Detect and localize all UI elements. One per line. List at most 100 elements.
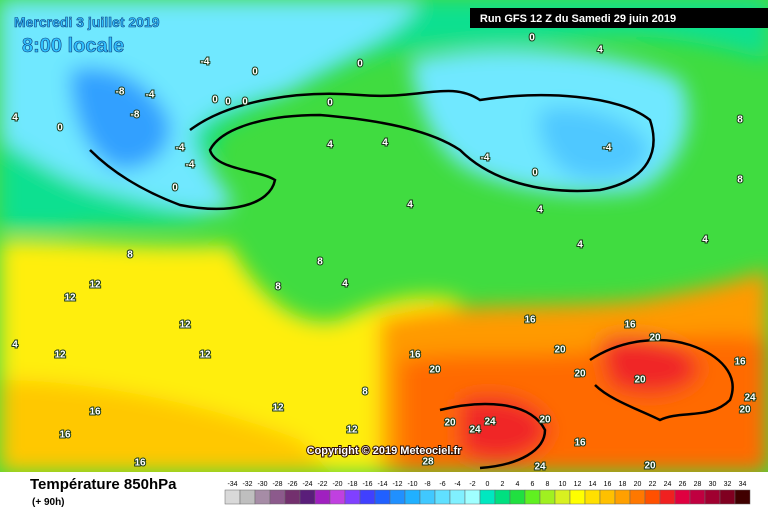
contour-label: 24 bbox=[744, 393, 756, 404]
contour-label: -4 bbox=[176, 143, 185, 154]
scale-swatch bbox=[569, 489, 586, 505]
scale-swatch bbox=[614, 489, 631, 505]
contour-label: 12 bbox=[179, 320, 191, 331]
footer-title: Température 850hPa bbox=[30, 476, 177, 493]
scale-label: 0 bbox=[486, 481, 490, 488]
scale-label: -34 bbox=[227, 481, 237, 488]
twenty-isotherm-south bbox=[439, 402, 547, 470]
scale-swatch bbox=[239, 489, 256, 505]
footer-lead: (+ 90h) bbox=[32, 497, 65, 508]
run-banner bbox=[470, 8, 768, 28]
scale-swatch bbox=[269, 489, 286, 505]
contour-label: 8 bbox=[317, 257, 323, 268]
contour-label: 16 bbox=[409, 350, 421, 361]
contour-label: 8 bbox=[737, 175, 743, 186]
scale-swatch bbox=[284, 489, 301, 505]
field-warmer bbox=[0, 380, 330, 472]
scale-label: 28 bbox=[694, 481, 702, 488]
scale-label: -24 bbox=[302, 481, 312, 488]
contour-label: 4 bbox=[342, 279, 348, 290]
scale-swatch bbox=[599, 489, 616, 505]
scale-swatch bbox=[314, 489, 331, 505]
contour-label: 4 bbox=[12, 113, 18, 124]
contour-label: 20 bbox=[539, 415, 551, 426]
scale-label: -22 bbox=[317, 481, 327, 488]
scale-swatch bbox=[689, 489, 706, 505]
scale-label: 26 bbox=[679, 481, 687, 488]
scale-label: 22 bbox=[649, 481, 657, 488]
scale-label: -12 bbox=[392, 481, 402, 488]
scale-label: -32 bbox=[242, 481, 252, 488]
contour-label: 4 bbox=[382, 138, 388, 149]
contour-label: 20 bbox=[739, 405, 751, 416]
contour-label: 0 bbox=[357, 59, 363, 70]
contour-label: 28 bbox=[422, 457, 434, 468]
scale-swatch bbox=[464, 489, 481, 505]
scale-label: -30 bbox=[257, 481, 267, 488]
contour-label: 8 bbox=[127, 250, 133, 261]
contour-label: 20 bbox=[429, 365, 441, 376]
contour-label: -4 bbox=[481, 153, 490, 164]
contour-label: 16 bbox=[59, 430, 71, 441]
contour-label: 20 bbox=[644, 461, 656, 472]
contour-label: 8 bbox=[737, 115, 743, 126]
valid-date: Mercredi 3 juillet 2019 bbox=[14, 14, 160, 30]
contour-label: 4 bbox=[702, 235, 708, 246]
scale-swatch bbox=[359, 489, 376, 505]
scale-label: 6 bbox=[531, 481, 535, 488]
contour-label: 4 bbox=[407, 200, 413, 211]
copyright: Copyright © 2019 Meteociel.fr bbox=[307, 445, 463, 457]
contour-label: 4 bbox=[577, 240, 583, 251]
contour-label: 16 bbox=[89, 407, 101, 418]
contour-label: 0 bbox=[225, 97, 231, 108]
color-scale: -34 -32 -30 -28 -26 -24 -22 -20 -18 -16 -14 -12 -10-… bbox=[224, 481, 751, 505]
contour-label: 0 bbox=[529, 33, 535, 44]
local-time: 8:00 locale bbox=[22, 35, 124, 57]
scale-label: 2 bbox=[501, 481, 505, 488]
contour-label: 20 bbox=[649, 333, 661, 344]
contour-label: 12 bbox=[272, 403, 284, 414]
scale-swatch bbox=[674, 489, 691, 505]
contour-label: 24 bbox=[534, 462, 546, 473]
twenty-isotherm bbox=[589, 338, 734, 422]
scale-swatch bbox=[494, 489, 511, 505]
scale-label: 10 bbox=[559, 481, 567, 488]
scale-swatch bbox=[299, 489, 316, 505]
contour-label: 4 bbox=[327, 140, 333, 151]
contour-label: 0 bbox=[327, 98, 333, 109]
contour-label: 4 bbox=[12, 340, 18, 351]
scale-label: 20 bbox=[634, 481, 642, 488]
scale-label: 12 bbox=[574, 481, 582, 488]
contour-label: -8 bbox=[131, 110, 140, 121]
scale-label: 8 bbox=[546, 481, 550, 488]
scale-swatch bbox=[449, 489, 466, 505]
scale-label: 18 bbox=[619, 481, 627, 488]
scale-label: -8 bbox=[424, 481, 430, 488]
zero-isotherm bbox=[89, 89, 655, 211]
scale-label: 24 bbox=[664, 481, 672, 488]
scale-swatch bbox=[584, 489, 601, 505]
contour-label: 12 bbox=[89, 280, 101, 291]
contour-label: 0 bbox=[252, 67, 258, 78]
contour-label: 0 bbox=[532, 168, 538, 179]
contour-label: 0 bbox=[172, 183, 178, 194]
scale-swatch bbox=[539, 489, 556, 505]
scale-label: 32 bbox=[724, 481, 732, 488]
field-cold-core bbox=[538, 107, 650, 180]
scale-label: -16 bbox=[362, 481, 372, 488]
map-field bbox=[0, 0, 768, 472]
contour-label: 0 bbox=[242, 97, 248, 108]
scale-swatch bbox=[224, 489, 241, 505]
scale-swatch bbox=[734, 489, 751, 505]
scale-swatch bbox=[374, 489, 391, 505]
scale-swatch bbox=[344, 489, 361, 505]
contour-label: 20 bbox=[554, 345, 566, 356]
contour-label: -4 bbox=[201, 57, 210, 68]
contour-label: 16 bbox=[134, 458, 146, 469]
scale-label: -4 bbox=[454, 481, 460, 488]
contour-label: 20 bbox=[634, 375, 646, 386]
scale-swatch bbox=[524, 489, 541, 505]
field-very-cold bbox=[70, 67, 171, 170]
